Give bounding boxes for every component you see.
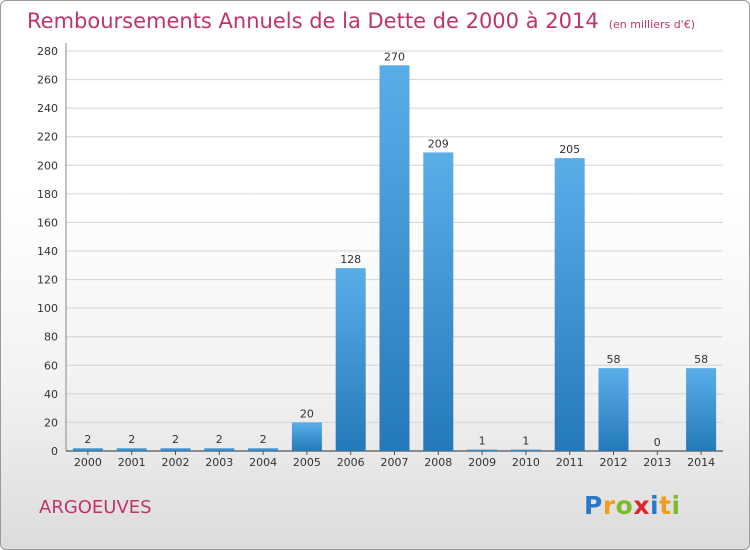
x-tick-label: 2003	[205, 456, 233, 469]
data-label: 2	[172, 433, 179, 446]
bar	[248, 448, 279, 451]
data-label: 58	[607, 353, 621, 366]
y-tick-label: 260	[37, 74, 58, 87]
data-labels: 2 2 2 2 2 20 128 270 209 1 1 205 58 0 58	[84, 50, 708, 449]
bar	[291, 422, 322, 451]
bar	[598, 368, 629, 451]
data-label: 209	[428, 137, 449, 150]
bar	[116, 448, 147, 451]
data-label: 2	[84, 433, 91, 446]
y-tick-label: 240	[37, 102, 58, 115]
y-tick-label: 220	[37, 131, 58, 144]
proxiti-logo: Proxiti	[584, 491, 681, 520]
logo-letter: i	[671, 491, 681, 520]
chart-subtitle: (en milliers d'€)	[608, 18, 695, 31]
bars	[72, 65, 717, 452]
logo-letter: P	[584, 491, 603, 520]
x-tick-label: 2008	[424, 456, 452, 469]
bar	[423, 152, 454, 451]
bar	[72, 448, 103, 451]
data-label: 0	[654, 436, 661, 449]
logo-letter: r	[602, 491, 616, 520]
bar	[160, 448, 191, 451]
logo-letter: i	[650, 491, 660, 520]
y-tick-label: 80	[44, 331, 58, 344]
data-label: 128	[340, 253, 361, 266]
x-tick-label: 2006	[337, 456, 365, 469]
y-tick-label: 280	[37, 45, 58, 58]
x-tick-label: 2009	[468, 456, 496, 469]
logo-letter: o	[615, 491, 634, 520]
data-label: 58	[694, 353, 708, 366]
data-label: 1	[522, 435, 529, 448]
x-tick-label: 2011	[556, 456, 584, 469]
bar	[686, 368, 717, 451]
data-label: 20	[300, 407, 314, 420]
logo-letter: x	[633, 491, 650, 520]
bar	[467, 449, 498, 451]
x-tick-label: 2001	[118, 456, 146, 469]
chart-title: Remboursements Annuels de la Dette de 20…	[27, 9, 695, 33]
data-label: 2	[260, 433, 267, 446]
y-tick-label: 0	[51, 445, 58, 458]
y-tick-label: 60	[44, 359, 58, 372]
x-tick-label: 2004	[249, 456, 277, 469]
x-tick-label: 2000	[74, 456, 102, 469]
y-tick-label: 160	[37, 216, 58, 229]
x-tick-label: 2010	[512, 456, 540, 469]
bar	[379, 65, 410, 452]
x-tick-label: 2012	[600, 456, 628, 469]
x-tick-label: 2005	[293, 456, 321, 469]
data-label: 1	[479, 435, 486, 448]
x-tick-label: 2007	[381, 456, 409, 469]
y-tick-label: 200	[37, 159, 58, 172]
x-tick-label: 2014	[687, 456, 715, 469]
chart-title-text: Remboursements Annuels de la Dette de 20…	[27, 9, 599, 33]
data-label: 270	[384, 50, 405, 63]
y-tick-label: 120	[37, 274, 58, 287]
y-tick-label: 140	[37, 245, 58, 258]
bar	[554, 158, 585, 451]
commune-name: ARGOEUVES	[39, 497, 152, 518]
bar	[335, 268, 366, 451]
data-label: 2	[216, 433, 223, 446]
bar	[510, 449, 541, 451]
y-tick-label: 100	[37, 302, 58, 315]
x-tick-label: 2013	[643, 456, 671, 469]
data-label: 2	[128, 433, 135, 446]
y-tick-label: 40	[44, 388, 58, 401]
logo-letter: t	[659, 491, 672, 520]
axes: 0204060801001201401601802002202402602802…	[37, 43, 723, 469]
bar	[204, 448, 235, 451]
x-tick-label: 2002	[162, 456, 190, 469]
data-label: 205	[559, 143, 580, 156]
y-tick-label: 20	[44, 416, 58, 429]
y-tick-label: 180	[37, 188, 58, 201]
